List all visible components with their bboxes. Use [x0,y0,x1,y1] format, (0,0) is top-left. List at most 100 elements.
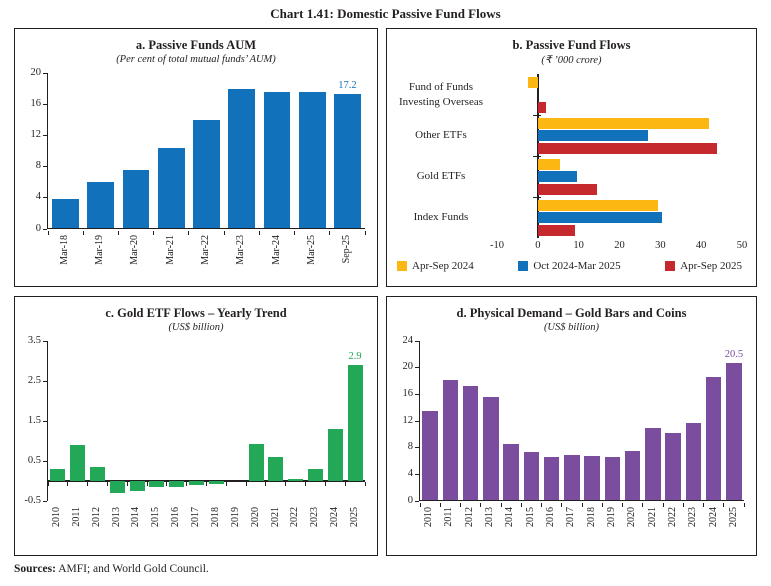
x-tick-mark [439,502,441,507]
x-tick-mark [206,481,207,486]
x-tick-mark [294,230,296,235]
y-tick-label: 20 [30,66,42,78]
bar-value-label: 20.5 [724,349,744,361]
bar-Gold ETFs [537,183,598,195]
y-tick-mark [415,500,419,502]
y-tick-mark [43,166,47,168]
x-tick-mark [153,230,155,235]
x-tick-mark [166,481,168,486]
y-tick-mark [43,380,47,382]
x-axis-label: Sep-25 [341,235,353,264]
plot-area: 17.2 [47,73,366,235]
x-axis-label: 2013 [484,507,496,527]
x-axis-labels: 2010 2011 2012 2013 2014 2015 2016 2017 2018 2019… [419,507,744,553]
x-tick-mark [265,481,267,486]
bar-Mar-23 [228,89,256,228]
x-tick-mark [258,230,260,235]
x-tick-mark [285,481,287,486]
x-axis-label: 2010 [423,507,435,527]
y-tick-mark [415,420,419,422]
panel-c-title: c. Gold ETF Flows – Yearly Trend [105,306,287,320]
y-tick-label: -0.5 [24,494,41,506]
y-tick-label: 12 [402,414,414,426]
x-tick-mark [106,481,108,486]
y-tick-mark [43,103,47,105]
y-tick-label: 4 [35,191,41,203]
bar-2012 [90,467,106,481]
x-tick-mark [329,230,331,235]
chart-passive-funds-aum: 0 4 8 12 16 20 17.2 Mar-18 Mar-19 Mar-20 Mar-21 M… [21,67,366,281]
legend-label: Apr-Sep 2024 [412,260,474,272]
x-axis-label: 2023 [687,507,699,527]
bar-Mar-25 [298,92,326,228]
x-tick-label: 10 [573,240,584,251]
panel-b-subtitle: (₹ ’000 crore) [541,55,602,66]
x-axis-label: Mar-21 [164,235,176,265]
bar-2025 [726,363,742,500]
y-tick-mark [415,393,419,395]
bar-Other ETFs [537,130,649,141]
y-tick-mark [43,134,47,136]
x-axis-label: 2011 [443,507,455,527]
x-axis-label: 2014 [504,507,516,527]
x-tick-mark [126,481,128,486]
bar-2024 [327,429,343,481]
bar-2013 [109,481,125,493]
x-axis-label: 2015 [150,507,162,527]
bar-2013 [483,396,499,500]
legend-item-oct-2024-mar-2025: Oct 2024-Mar 2025 [518,260,621,272]
category-label: Other ETFs [415,129,467,142]
x-tick-mark [344,481,346,486]
y-tick-mark [43,340,47,342]
bar-Mar-21 [157,147,185,228]
x-axis-label: 2019 [605,507,617,527]
bar-2014 [129,481,145,491]
x-tick-mark [622,502,623,507]
x-tick-mark [561,502,563,507]
x-tick-mark [82,230,84,235]
x-axis-labels: -10 0 10 20 30 40 50 [490,238,747,253]
bar-Other ETFs [537,117,710,129]
y-tick-mark [415,340,419,342]
x-tick-mark [117,230,119,235]
bar-2017 [189,481,205,485]
x-tick-mark [364,481,366,486]
bar-2023 [685,422,702,500]
x-tick-mark [186,481,188,486]
bar-Mar-22 [193,119,220,228]
x-axis-label: 2024 [329,507,341,527]
bar-value-label: 17.2 [338,79,357,91]
chart-passive-fund-flows: Fund of Funds Investing Overseas Other ET… [391,74,747,253]
bar-2025 [347,365,363,481]
x-axis-label: 2012 [463,507,475,527]
legend-swatch-blue [518,261,529,271]
panel-grid: a. Passive Funds AUM (Per cent of total … [14,28,757,556]
bar-value-label: 2.9 [348,351,362,362]
legend-item-apr-sep-2025: Apr-Sep 2025 [665,260,742,272]
x-axis-label: 2025 [727,507,739,527]
category-tick-mark [533,196,542,198]
y-tick-mark [415,473,419,475]
x-tick-mark [245,481,247,486]
x-axis-labels: 2010 2011 2012 2013 2014 2015 2016 2017 2018 2019… [47,507,365,553]
x-axis-label: 2022 [666,507,678,527]
panel-b-title: b. Passive Fund Flows [512,38,631,52]
bar-Fund of Funds Investing Overseas [527,76,538,88]
y-tick-mark [43,72,47,74]
x-tick-mark [460,502,461,507]
panel-d-subtitle: (US$ billion) [543,322,600,333]
y-tick-mark [43,500,47,502]
category-label: Fund of Funds Investing Overseas [398,81,483,108]
x-tick-mark [743,502,745,507]
legend-swatch-red [665,261,676,271]
x-axis-label: 2013 [110,507,122,527]
x-tick-mark [47,481,49,486]
bar-2021 [268,457,284,481]
x-tick-mark [662,502,664,507]
y-tick-label: 16 [402,387,414,399]
y-tick-mark [415,447,419,449]
x-axis-label: 2016 [170,507,182,527]
bar-2015 [523,452,540,500]
y-tick-label: 0.5 [27,454,41,466]
sources-text: AMFI; and World Gold Council. [55,563,209,575]
